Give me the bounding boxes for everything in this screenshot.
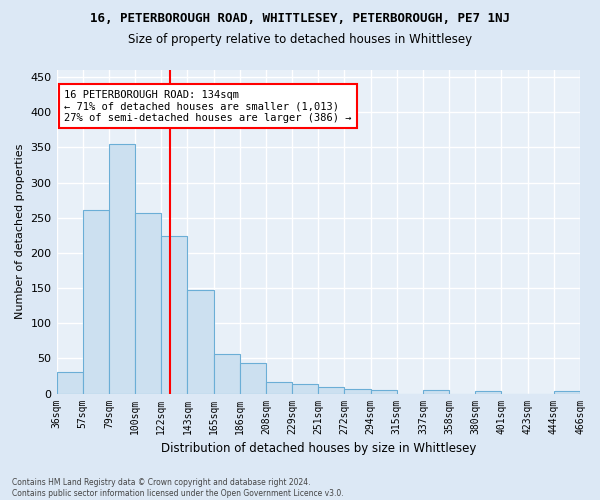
Text: Size of property relative to detached houses in Whittlesey: Size of property relative to detached ho…	[128, 32, 472, 46]
Bar	[214, 354, 240, 394]
Bar	[371, 390, 397, 394]
Bar	[109, 144, 135, 394]
Bar	[135, 213, 161, 394]
Text: 16, PETERBOROUGH ROAD, WHITTLESEY, PETERBOROUGH, PE7 1NJ: 16, PETERBOROUGH ROAD, WHITTLESEY, PETER…	[90, 12, 510, 26]
Bar	[187, 290, 214, 394]
Y-axis label: Number of detached properties: Number of detached properties	[15, 144, 25, 320]
Text: 16 PETERBOROUGH ROAD: 134sqm
← 71% of detached houses are smaller (1,013)
27% of: 16 PETERBOROUGH ROAD: 134sqm ← 71% of de…	[64, 90, 352, 123]
Bar	[240, 364, 266, 394]
Bar	[266, 382, 292, 394]
X-axis label: Distribution of detached houses by size in Whittlesey: Distribution of detached houses by size …	[161, 442, 476, 455]
Bar	[344, 388, 371, 394]
Bar	[56, 372, 83, 394]
Bar	[161, 236, 187, 394]
Bar	[554, 392, 580, 394]
Bar	[475, 392, 502, 394]
Bar	[423, 390, 449, 394]
Bar	[318, 387, 344, 394]
Bar	[83, 210, 109, 394]
Text: Contains HM Land Registry data © Crown copyright and database right 2024.
Contai: Contains HM Land Registry data © Crown c…	[12, 478, 344, 498]
Bar	[292, 384, 318, 394]
